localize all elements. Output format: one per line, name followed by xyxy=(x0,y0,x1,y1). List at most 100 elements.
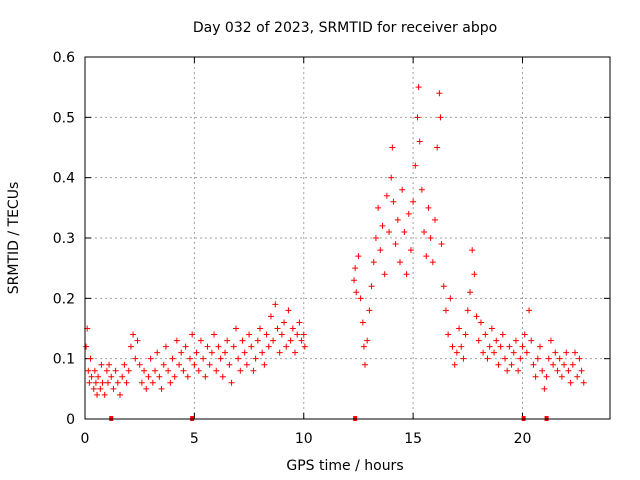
data-point xyxy=(488,325,495,332)
data-point xyxy=(499,331,506,338)
data-point xyxy=(502,355,508,362)
y-tick-label: 0.5 xyxy=(53,110,75,126)
data-point xyxy=(392,241,399,248)
data-point xyxy=(368,283,375,290)
data-point xyxy=(237,367,244,374)
data-point xyxy=(130,331,137,338)
data-point xyxy=(565,367,572,374)
data-point xyxy=(204,343,211,350)
y-axis-title: SRMTID / TECUs xyxy=(6,182,22,295)
data-point xyxy=(193,349,200,356)
data-point xyxy=(215,343,222,350)
data-point xyxy=(480,349,487,356)
y-tick-label: 0.6 xyxy=(53,50,75,66)
data-point xyxy=(132,355,139,362)
data-point xyxy=(523,349,530,356)
data-point xyxy=(289,325,296,332)
data-point xyxy=(92,379,99,386)
data-point xyxy=(416,138,423,145)
data-point xyxy=(469,247,476,254)
data-point xyxy=(254,337,261,344)
data-point xyxy=(390,198,397,205)
data-point xyxy=(462,331,469,338)
data-point xyxy=(539,367,546,374)
data-point xyxy=(296,319,303,326)
data-point xyxy=(375,204,382,211)
data-point xyxy=(134,337,141,344)
data-point xyxy=(493,337,500,344)
data-point xyxy=(222,349,228,356)
data-point xyxy=(219,373,226,380)
data-point xyxy=(519,343,526,350)
data-point xyxy=(442,307,449,314)
data-point xyxy=(274,325,281,332)
data-point xyxy=(412,162,419,169)
data-point xyxy=(147,355,154,362)
data-point xyxy=(211,331,218,338)
data-point xyxy=(235,355,242,362)
data-point xyxy=(276,349,283,356)
data-point xyxy=(98,361,105,368)
data-point xyxy=(243,361,250,368)
data-point xyxy=(213,367,220,374)
data-point xyxy=(152,367,158,374)
data-point xyxy=(180,367,187,374)
data-point xyxy=(352,265,359,272)
data-point xyxy=(283,343,290,350)
data-point xyxy=(224,337,231,344)
data-point xyxy=(156,373,163,380)
data-point xyxy=(491,349,498,356)
data-point xyxy=(486,343,493,350)
data-point xyxy=(495,361,502,368)
data-point xyxy=(473,313,480,320)
data-point xyxy=(357,295,364,302)
data-point xyxy=(438,241,445,248)
data-point xyxy=(95,373,102,380)
data-point xyxy=(477,319,484,326)
data-point xyxy=(545,355,552,362)
data-point xyxy=(440,283,447,290)
data-point xyxy=(143,385,150,392)
data-point xyxy=(421,228,428,235)
data-point xyxy=(108,373,115,380)
data-point xyxy=(195,367,202,374)
data-point xyxy=(117,391,123,398)
data-point xyxy=(85,367,92,374)
data-point xyxy=(351,277,358,284)
data-point xyxy=(127,343,134,350)
data-point xyxy=(165,367,172,374)
data-point xyxy=(141,367,148,374)
data-point xyxy=(94,391,101,398)
data-point xyxy=(287,337,294,344)
data-point xyxy=(381,271,388,278)
data-point xyxy=(200,355,207,362)
data-point xyxy=(272,301,279,308)
data-point xyxy=(154,349,161,356)
data-point xyxy=(383,192,390,199)
data-point xyxy=(451,361,458,368)
data-point xyxy=(397,259,403,266)
data-point xyxy=(425,204,432,211)
y-tick-label: 0 xyxy=(66,412,75,428)
data-point xyxy=(534,355,541,362)
data-point xyxy=(119,373,126,380)
data-point xyxy=(226,361,233,368)
data-point xyxy=(125,367,132,374)
plot-frame xyxy=(84,56,611,420)
data-point xyxy=(355,253,362,260)
data-point xyxy=(437,114,444,121)
data-point xyxy=(176,361,183,368)
data-point xyxy=(110,385,117,392)
data-point xyxy=(530,361,537,368)
data-point xyxy=(281,319,288,326)
data-point xyxy=(112,367,119,374)
data-point xyxy=(372,235,379,241)
data-point xyxy=(160,361,167,368)
data-point xyxy=(208,349,215,356)
data-point xyxy=(475,337,482,344)
data-point xyxy=(460,355,467,362)
data-point xyxy=(554,367,561,374)
data-point xyxy=(436,90,443,97)
data-point xyxy=(91,367,98,374)
data-point xyxy=(403,271,410,278)
